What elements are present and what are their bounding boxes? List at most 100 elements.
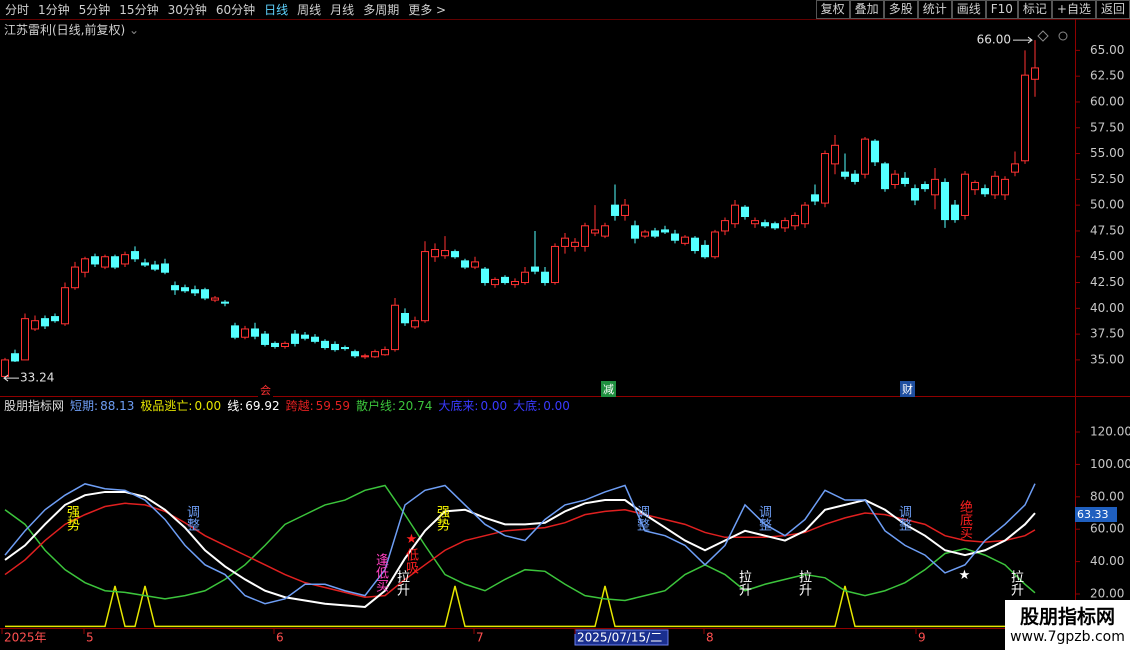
candle-body — [1011, 163, 1019, 173]
date-label: 9 — [918, 631, 926, 645]
candle-body — [661, 229, 669, 233]
legend-value: 0.00 — [543, 399, 570, 413]
indicator-legend: 股朋指标网 短期: 88.13 极品逃亡: 0.00 线: 69.92 跨越: 59.59 散户… — [4, 397, 570, 414]
toolbar-button[interactable]: F10 — [985, 0, 1018, 19]
period-tab[interactable]: 15分钟 — [119, 3, 159, 17]
title-dropdown[interactable]: ⌄ — [129, 23, 140, 37]
candle-body — [721, 220, 729, 232]
watermark-name: 股朋指标网 — [1019, 606, 1115, 628]
candle-body — [491, 278, 499, 286]
candle-body — [251, 328, 259, 337]
period-tab[interactable]: 日线 — [264, 3, 289, 17]
toolbar-button[interactable]: +自选 — [1051, 0, 1096, 19]
y-tick-label: 50.00 — [1090, 198, 1124, 212]
period-tab[interactable]: 5分钟 — [78, 3, 111, 17]
indicator-line — [5, 585, 1035, 628]
legend-name: 跨越: — [285, 399, 314, 413]
legend-value: 20.74 — [398, 399, 433, 413]
candle-body — [21, 318, 29, 361]
candle-body — [531, 266, 539, 272]
period-tab[interactable]: 多周期 — [363, 3, 400, 17]
toolbar-button[interactable]: 统计 — [917, 0, 952, 19]
period-tab[interactable]: 分时 — [5, 3, 30, 17]
legend-item: 极品逃亡: 0.00 — [140, 397, 221, 414]
candle-body — [821, 153, 829, 204]
candle-body — [101, 256, 109, 268]
candle-body — [371, 351, 379, 358]
candle-body — [231, 325, 239, 338]
date-label: 6 — [276, 631, 284, 645]
event-marker: 减 — [601, 381, 616, 397]
candle-body — [831, 144, 839, 165]
signal-label: 拉升 — [736, 570, 751, 596]
indicator-line — [4, 483, 1036, 605]
toolbar-button[interactable]: 返回 — [1095, 0, 1130, 19]
period-tab[interactable]: 周线 — [297, 3, 322, 17]
watermark: 股朋指标网 www.7gpzb.com — [1005, 600, 1130, 650]
candle-body — [981, 188, 989, 195]
candle-body — [561, 237, 569, 247]
candle-body — [921, 184, 929, 190]
candle-body — [11, 353, 19, 362]
y-tick-label: 35.00 — [1090, 352, 1124, 366]
period-tab[interactable]: 60分钟 — [215, 3, 256, 17]
candle-body — [631, 225, 639, 239]
signal-label: 拉升 — [1008, 570, 1023, 596]
legend-item: 大底: 0.00 — [513, 397, 570, 414]
candle-body — [301, 334, 309, 339]
y-tick-label: 57.50 — [1090, 120, 1124, 134]
y-tick-label: 40.00 — [1090, 301, 1124, 315]
legend-name: 极品逃亡: — [140, 399, 193, 413]
candle-body — [951, 204, 959, 221]
candle-body — [421, 251, 429, 322]
period-tab[interactable]: 更多 > — [408, 3, 447, 17]
candle-body — [901, 177, 909, 184]
candle-body — [361, 355, 369, 358]
y-tick-label: 62.50 — [1090, 69, 1124, 83]
candle-body — [121, 254, 129, 265]
candle-body — [1, 359, 9, 377]
event-marker: 会 — [258, 382, 273, 398]
candle-body — [151, 264, 159, 270]
candle-body — [731, 204, 739, 225]
period-tab[interactable]: 30分钟 — [167, 3, 207, 17]
candle-body — [291, 333, 299, 344]
y-tick-label: 42.50 — [1090, 275, 1124, 289]
legend-name: 短期: — [70, 399, 99, 413]
y-tick-label: 100.00 — [1090, 457, 1130, 471]
candle-body — [331, 343, 339, 351]
toolbar-button[interactable]: 画线 — [951, 0, 986, 19]
candle-body — [241, 328, 249, 338]
candle-body — [591, 229, 599, 234]
candle-body — [961, 173, 969, 216]
signal-label: ★ — [404, 532, 419, 547]
settings-icon — [1037, 30, 1049, 42]
candle-body — [551, 245, 559, 284]
signal-label: 强势 — [64, 505, 79, 531]
candle-body — [881, 163, 889, 190]
legend-value: 88.13 — [100, 399, 135, 413]
candle-body — [111, 256, 119, 268]
toolbar-button[interactable]: 叠加 — [849, 0, 884, 19]
legend-item: 短期: 88.13 — [70, 397, 134, 414]
period-tab[interactable]: 1分钟 — [38, 3, 70, 17]
legend-item: 散户线: 20.74 — [356, 397, 432, 414]
candle-body — [131, 251, 139, 260]
period-tab[interactable]: 月线 — [330, 3, 355, 17]
y-tick-label: 120.00 — [1090, 425, 1130, 439]
indicator-line — [4, 484, 1036, 602]
toolbar-button[interactable]: 复权 — [815, 0, 850, 19]
candle-body — [691, 237, 699, 252]
toolbar-buttons: 复权 叠加 多股 统计 画线 F10 标记 +自选 返回 — [815, 0, 1130, 19]
current-value-box: 63.33 — [1075, 507, 1117, 522]
candle-body — [441, 250, 449, 257]
candle-body — [201, 289, 209, 299]
gear-icon — [1058, 31, 1068, 41]
candle-body — [811, 194, 819, 202]
toolbar-button[interactable]: 多股 — [883, 0, 918, 19]
toolbar-button[interactable]: 标记 — [1017, 0, 1052, 19]
candle-body — [641, 231, 649, 237]
candle-body — [91, 256, 99, 265]
legend-name: 大底: — [513, 399, 542, 413]
candle-body — [741, 206, 749, 217]
